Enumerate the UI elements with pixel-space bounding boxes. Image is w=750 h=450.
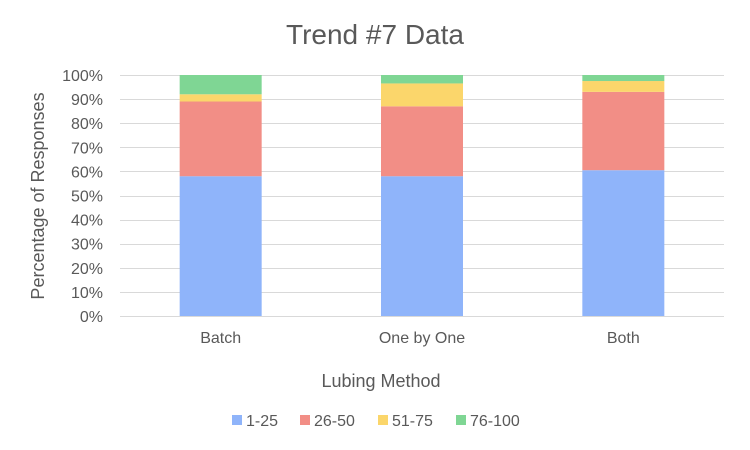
bar-segment-26-50 <box>381 106 463 177</box>
bar-segment-51-75 <box>582 81 665 92</box>
y-tick-label: 70% <box>71 140 103 157</box>
bar-segment-26-50 <box>582 91 665 171</box>
bar-segment-1-25 <box>381 176 463 316</box>
legend-label: 51-75 <box>392 413 433 430</box>
legend-swatch <box>300 415 310 425</box>
x-tick-label: One by One <box>379 330 465 347</box>
y-tick-label: 40% <box>71 213 103 230</box>
bar-segment-51-75 <box>381 83 463 107</box>
bar-segment-26-50 <box>179 101 262 177</box>
legend-swatch <box>378 415 388 425</box>
bar-segment-51-75 <box>179 94 262 102</box>
bar-segment-76-100 <box>179 75 262 95</box>
bar-segment-1-25 <box>179 176 262 316</box>
legend-label: 76-100 <box>470 413 520 430</box>
y-tick-label: 10% <box>71 285 103 302</box>
y-tick-label: 90% <box>71 92 103 109</box>
legend-swatch <box>232 415 242 425</box>
y-tick-label: 20% <box>71 261 103 278</box>
x-tick-label: Batch <box>200 330 241 347</box>
x-tick-label: Both <box>607 330 640 347</box>
legend-label: 26-50 <box>314 413 355 430</box>
y-tick-labels: 0% 10% 20% 30% 40% 50% 60% 70% 80% 90% 100% <box>62 68 103 326</box>
y-tick-label: 0% <box>80 309 103 326</box>
y-tick-label: 100% <box>62 68 103 85</box>
chart-title: Trend #7 Data <box>286 19 464 50</box>
x-tick-labels: Batch One by One Both <box>200 330 640 347</box>
bar-segment-76-100 <box>582 75 665 82</box>
legend-swatch <box>456 415 466 425</box>
y-tick-label: 80% <box>71 116 103 133</box>
y-axis-title: Percentage of Responses <box>28 92 48 299</box>
legend-label: 1-25 <box>246 413 278 430</box>
y-tick-label: 50% <box>71 189 103 206</box>
x-axis-title: Lubing Method <box>321 371 440 391</box>
bar-segment-1-25 <box>582 170 665 316</box>
bars <box>179 75 665 316</box>
legend: 1-25 26-50 51-75 76-100 <box>232 413 520 430</box>
bar-segment-76-100 <box>381 75 463 84</box>
y-tick-label: 60% <box>71 164 103 181</box>
y-tick-label: 30% <box>71 237 103 254</box>
